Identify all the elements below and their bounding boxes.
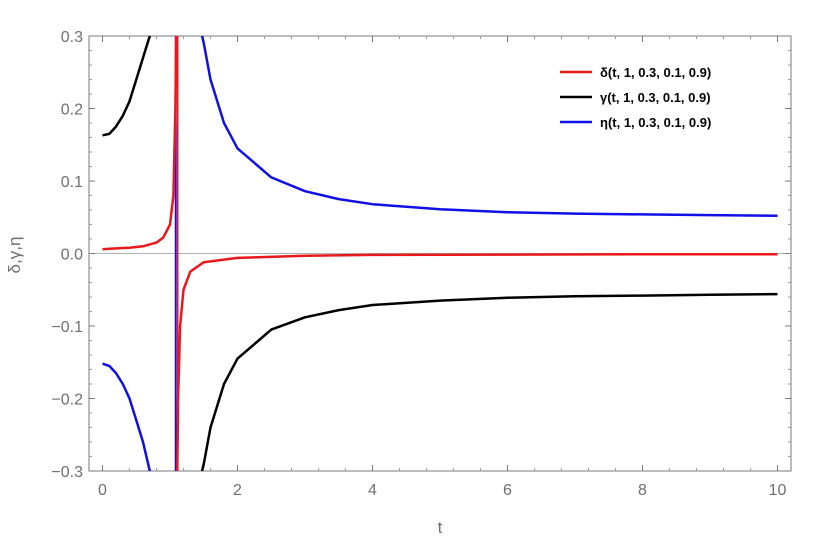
eta-curve-right-branch [200, 36, 778, 218]
gamma-curve-left-branch [102, 36, 152, 137]
x-tick-label: 2 [233, 482, 242, 499]
y-tick-label: 0.1 [61, 174, 83, 191]
eta-curve-left-branch [102, 362, 152, 471]
y-tick-label: −0.3 [51, 464, 83, 481]
x-tick-label: 8 [638, 482, 647, 499]
legend-delta-label: δ(t, 1, 0.3, 0.1, 0.9) [600, 65, 711, 80]
gamma-curve-right-branch [200, 292, 778, 471]
y-tick-label: 0.0 [61, 247, 83, 264]
delta-curve-right-branch [176, 252, 778, 471]
x-tick-label: 4 [368, 482, 377, 499]
y-tick-label: 0.2 [61, 102, 83, 119]
y-axis-title: δ,γ,η [5, 237, 24, 274]
y-tick-label: −0.2 [51, 392, 83, 409]
x-tick-label: 0 [98, 482, 107, 499]
x-axis-title: t [438, 518, 443, 537]
delta-curve-left-branch [102, 36, 178, 251]
legend-eta-label: η(t, 1, 0.3, 0.1, 0.9) [600, 115, 711, 130]
x-tick-label: 10 [769, 482, 787, 499]
y-tick-label: 0.3 [61, 29, 83, 46]
y-tick-label: −0.1 [51, 319, 83, 336]
x-tick-label: 6 [503, 482, 512, 499]
legend-gamma-label: γ(t, 1, 0.3, 0.1, 0.9) [600, 90, 711, 105]
